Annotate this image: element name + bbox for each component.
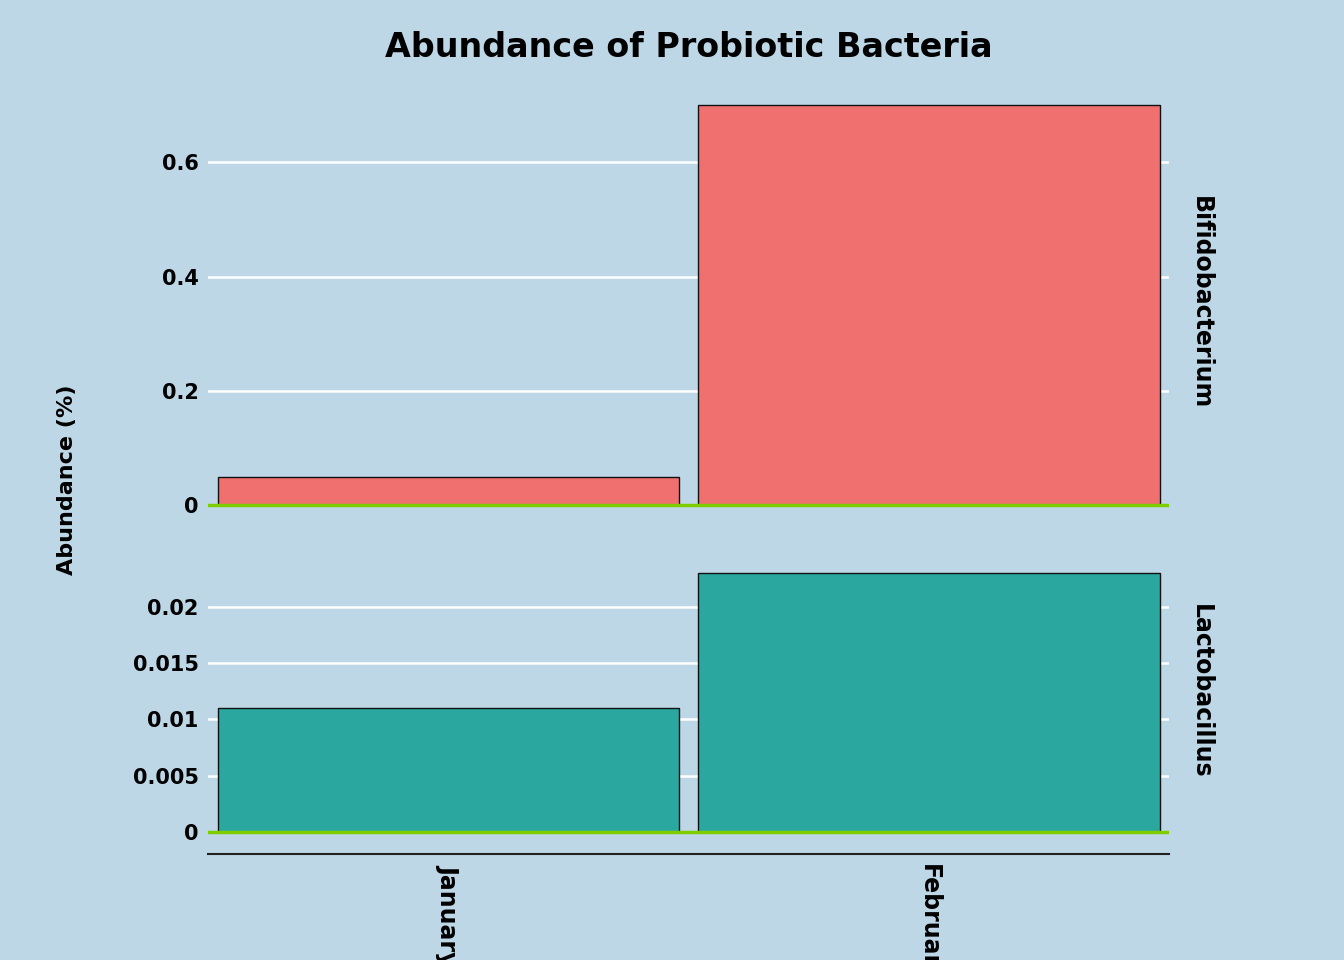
Text: Bifidobacterium: Bifidobacterium [1188, 196, 1212, 409]
Bar [218, 476, 679, 505]
Title: Abundance of Probiotic Bacteria: Abundance of Probiotic Bacteria [384, 32, 993, 64]
Bar [699, 106, 1160, 505]
Bar [699, 573, 1160, 832]
Text: Abundance (%): Abundance (%) [58, 385, 77, 575]
Text: Lactobacillus: Lactobacillus [1188, 604, 1212, 779]
Bar [218, 708, 679, 832]
